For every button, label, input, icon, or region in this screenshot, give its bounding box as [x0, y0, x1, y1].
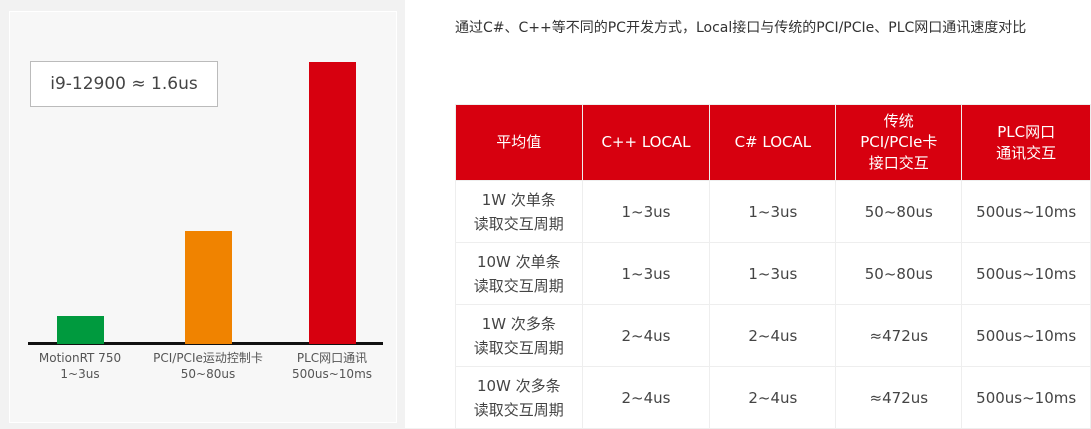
category-label: PCI/PCIe运动控制卡 50~80us	[143, 350, 273, 382]
column-header: 平均值	[455, 104, 583, 181]
category-label: PLC网口通讯 500us~10ms	[267, 350, 397, 382]
table-row: 1W 次多条 读取交互周期 2~4us 2~4us ≈472us 500us~10ms	[455, 304, 1091, 367]
table-cell: 1~3us	[709, 242, 837, 305]
table-cell: ≈472us	[835, 366, 963, 429]
table-cell: 1~3us	[581, 180, 711, 243]
table-cell: ≈472us	[835, 304, 963, 367]
column-header: C# LOCAL	[709, 104, 837, 181]
table-cell: 1W 次单条 读取交互周期	[455, 180, 583, 243]
table-cell: 500us~10ms	[961, 366, 1091, 429]
description: 通过C#、C++等不同的PC开发方式，Local接口与传统的PCI/PCIe、P…	[455, 20, 1027, 36]
value-label: 1~3us	[60, 367, 100, 381]
table-row: 10W 次单条 读取交互周期 1~3us 1~3us 50~80us 500us~10ms	[455, 242, 1091, 305]
value-label: 500us~10ms	[291, 367, 373, 381]
category-label: MotionRT 750 1~3us	[15, 350, 145, 382]
bar-1	[185, 231, 232, 344]
table-row: 10W 次多条 读取交互周期 2~4us 2~4us ≈472us 500us~10ms	[455, 366, 1091, 429]
table-cell: 2~4us	[709, 366, 837, 429]
table-cell: 2~4us	[581, 366, 711, 429]
table-cell: 2~4us	[581, 304, 711, 367]
table-cell: 50~80us	[835, 180, 963, 243]
table-cell: 10W 次多条 读取交互周期	[455, 366, 583, 429]
bar-2	[309, 62, 356, 344]
table-row: 1W 次单条 读取交互周期 1~3us 1~3us 50~80us 500us~10ms	[455, 180, 1091, 243]
table-cell: 2~4us	[709, 304, 837, 367]
table-cell: 1~3us	[709, 180, 837, 243]
cpu-annotation: i9-12900 ≈ 1.6us	[30, 61, 218, 107]
table-cell: 1W 次多条 读取交互周期	[455, 304, 583, 367]
chart-panel: i9-12900 ≈ 1.6us MotionRT 750 1~3us PCI/PC…	[9, 11, 397, 423]
column-header: 传统 PCI/PCIe卡 接口交互	[835, 104, 963, 181]
table-cell: 500us~10ms	[961, 242, 1091, 305]
category-name: PCI/PCIe运动控制卡	[153, 351, 263, 365]
category-name: MotionRT 750	[38, 351, 122, 365]
table-cell: 1~3us	[581, 242, 711, 305]
table-cell: 10W 次单条 读取交互周期	[455, 242, 583, 305]
speed-table: 平均值 C++ LOCAL C# LOCAL 传统 PCI/PCIe卡 接口交互 PLC网口…	[455, 104, 1091, 429]
column-header: PLC网口 通讯交互	[961, 104, 1091, 181]
table-cell: 50~80us	[835, 242, 963, 305]
bar-0	[57, 315, 104, 344]
category-name: PLC网口通讯	[296, 351, 368, 365]
table-cell: 500us~10ms	[961, 304, 1091, 367]
value-label: 50~80us	[180, 367, 236, 381]
column-header: C++ LOCAL	[581, 104, 711, 181]
table-cell: 500us~10ms	[961, 180, 1091, 243]
comparison-panel: 通过C#、C++等不同的PC开发方式，Local接口与传统的PCI/PCIe、P…	[405, 0, 1091, 429]
